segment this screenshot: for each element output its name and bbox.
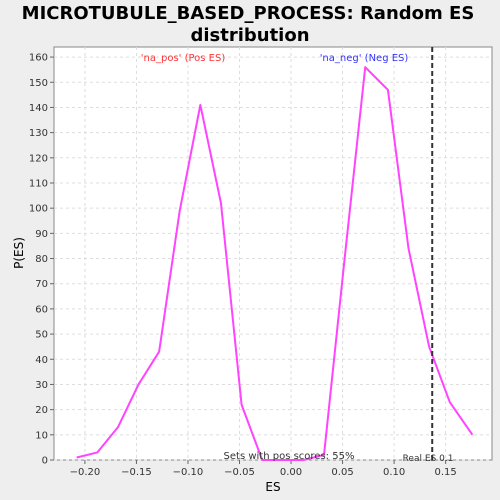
grid-layer — [54, 47, 492, 461]
y-tick-label: 60 — [35, 304, 48, 315]
x-tick-label: 0.05 — [331, 467, 353, 478]
x-tick-label: 0.00 — [280, 467, 302, 478]
y-tick-label: 150 — [29, 78, 48, 89]
y-tick-label: 110 — [29, 178, 48, 189]
y-tick-label: 100 — [29, 204, 48, 215]
sets-pos-scores-label: Sets with pos scores: 55% — [224, 451, 355, 462]
x-tick-label: −0.20 — [70, 467, 101, 478]
y-tick-label: 140 — [29, 103, 48, 114]
plot-area — [53, 46, 493, 461]
y-tick-label: 10 — [35, 430, 48, 441]
tick-layer: 0 10 20 30 40 50 60 70 80 90 100 110 120 130 140 150 160… — [29, 53, 457, 478]
data-layer — [76, 47, 474, 461]
y-tick-label: 80 — [35, 254, 48, 265]
x-axis-label: ES — [265, 480, 280, 494]
chart-title-line-1: MICROTUBULE_BASED_PROCESS: Random ES — [22, 3, 475, 24]
y-tick-label: 50 — [35, 330, 48, 341]
y-tick-label: 130 — [29, 128, 48, 139]
y-tick-label: 0 — [42, 456, 48, 467]
x-tick-label: −0.15 — [121, 467, 152, 478]
x-tick-label: −0.05 — [224, 467, 255, 478]
real-es-label: Real ES 0.1 — [403, 454, 454, 464]
chart-title-line-2: distribution — [190, 25, 309, 46]
series-line — [76, 66, 474, 461]
y-axis-label: P(ES) — [12, 237, 26, 269]
y-tick-label: 90 — [35, 229, 48, 240]
x-tick-label: −0.10 — [173, 467, 204, 478]
y-tick-label: 20 — [35, 405, 48, 416]
x-tick-label: 0.15 — [434, 467, 456, 478]
pos-es-label: 'na_pos' (Pos ES) — [141, 53, 226, 64]
neg-es-label: 'na_neg' (Neg ES) — [320, 53, 409, 64]
y-tick-label: 40 — [35, 355, 48, 366]
x-tick-label: 0.10 — [383, 467, 405, 478]
y-tick-label: 160 — [29, 53, 48, 64]
y-tick-label: 30 — [35, 380, 48, 391]
y-tick-label: 70 — [35, 279, 48, 290]
y-tick-label: 120 — [29, 153, 48, 164]
